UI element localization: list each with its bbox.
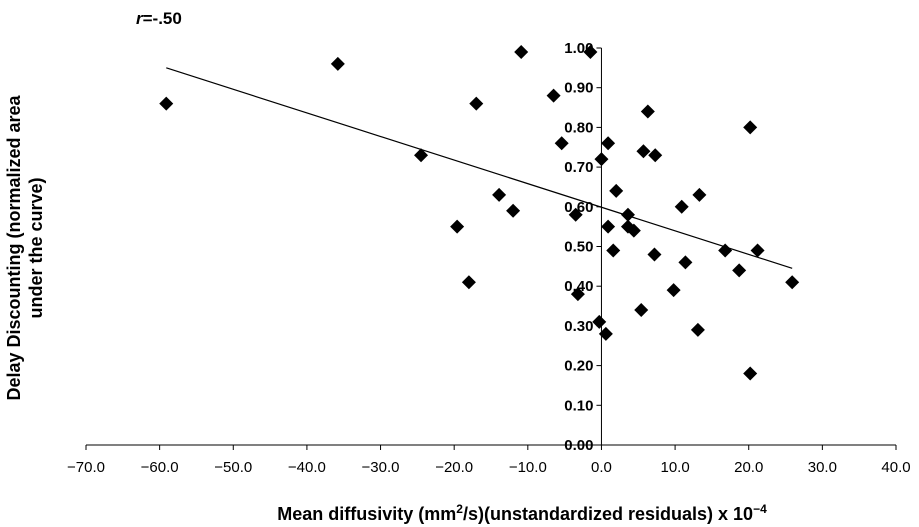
- correlation-value: =-.50: [143, 9, 182, 28]
- data-point: [159, 96, 174, 111]
- y-axis-title: Delay Discounting (normalized area under…: [4, 94, 46, 400]
- data-point: [732, 263, 747, 278]
- data-point: [647, 247, 662, 262]
- data-point: [743, 366, 758, 381]
- data-point: [692, 187, 707, 202]
- data-point: [648, 148, 663, 163]
- x-axis-title: Mean diffusivity (mm2/s)(unstandardized …: [277, 502, 767, 524]
- data-point: [620, 207, 635, 222]
- x-tick-label: 40.0: [881, 459, 910, 476]
- x-tick-label: 30.0: [808, 459, 837, 476]
- y-tick-label: 0.20: [564, 358, 593, 375]
- data-point: [414, 148, 429, 163]
- data-point: [785, 275, 800, 290]
- x-tick-label: 20.0: [734, 459, 763, 476]
- data-point: [592, 314, 607, 329]
- data-point: [634, 303, 649, 318]
- correlation-symbol: r: [136, 9, 144, 28]
- data-point: [609, 183, 624, 198]
- y-tick-label: 0.30: [564, 318, 593, 335]
- data-point: [750, 243, 765, 258]
- x-tick-label: −40.0: [288, 459, 326, 476]
- x-axis-title-main: Mean diffusivity (mm: [277, 504, 456, 524]
- y-tick-label: 0.90: [564, 80, 593, 97]
- x-tick-label: −50.0: [214, 459, 252, 476]
- x-tick-label: −10.0: [509, 459, 547, 476]
- x-axis-title-superscript: 2: [456, 502, 463, 516]
- data-point: [568, 207, 583, 222]
- x-axis-title-exponent: −4: [753, 502, 767, 516]
- y-tick-label: 0.70: [564, 159, 593, 176]
- data-point: [626, 223, 641, 238]
- data-point: [718, 243, 733, 258]
- data-point: [469, 96, 484, 111]
- x-tick-label: 10.0: [660, 459, 689, 476]
- data-point: [743, 120, 758, 135]
- x-tick-label: −20.0: [435, 459, 473, 476]
- data-point: [594, 152, 609, 167]
- y-tick-label: 0.10: [564, 397, 593, 414]
- y-tick-label: 0.40: [564, 278, 593, 295]
- data-point: [514, 44, 529, 59]
- x-axis-title-rest: /s)(unstandardized residuals) x 10: [463, 504, 753, 524]
- data-point: [666, 283, 681, 298]
- trendline-layer: [166, 67, 793, 269]
- y-tick-label: 0.80: [564, 119, 593, 136]
- y-tick-label: 0.00: [564, 437, 593, 454]
- data-point: [546, 88, 561, 103]
- x-tick-label: −30.0: [362, 459, 400, 476]
- x-tick-label: −70.0: [67, 459, 105, 476]
- data-point: [636, 144, 651, 159]
- y-tick-label: 0.50: [564, 239, 593, 256]
- data-point: [674, 199, 689, 214]
- labels: r=-.50 Mean diffusivity (mm2/s)(unstanda…: [4, 9, 767, 524]
- y-axis-title-line-2: under the curve): [26, 177, 46, 318]
- data-point: [678, 255, 693, 270]
- data-point: [450, 219, 465, 234]
- data-points: [159, 44, 800, 381]
- data-point: [461, 275, 476, 290]
- data-point: [601, 219, 616, 234]
- data-point: [570, 287, 585, 302]
- x-tick-label: 0.0: [591, 459, 612, 476]
- data-point: [583, 44, 598, 59]
- trendline: [166, 67, 793, 269]
- y-tick-label: 0.60: [564, 199, 593, 216]
- x-tick-label: −60.0: [141, 459, 179, 476]
- data-point: [330, 56, 345, 71]
- data-point: [606, 243, 621, 258]
- data-point: [554, 136, 569, 151]
- data-point: [601, 136, 616, 151]
- axes: −70.0 −60.0 −50.0 −40.0 −30.0 −20.0 −10.0 0.0 10…: [67, 40, 911, 476]
- data-point: [506, 203, 521, 218]
- data-point: [598, 326, 613, 341]
- data-point: [690, 322, 705, 337]
- y-axis-title-line-1: Delay Discounting (normalized area: [4, 94, 24, 400]
- correlation-annotation: r=-.50: [136, 9, 182, 28]
- data-point: [492, 187, 507, 202]
- data-point: [640, 104, 655, 119]
